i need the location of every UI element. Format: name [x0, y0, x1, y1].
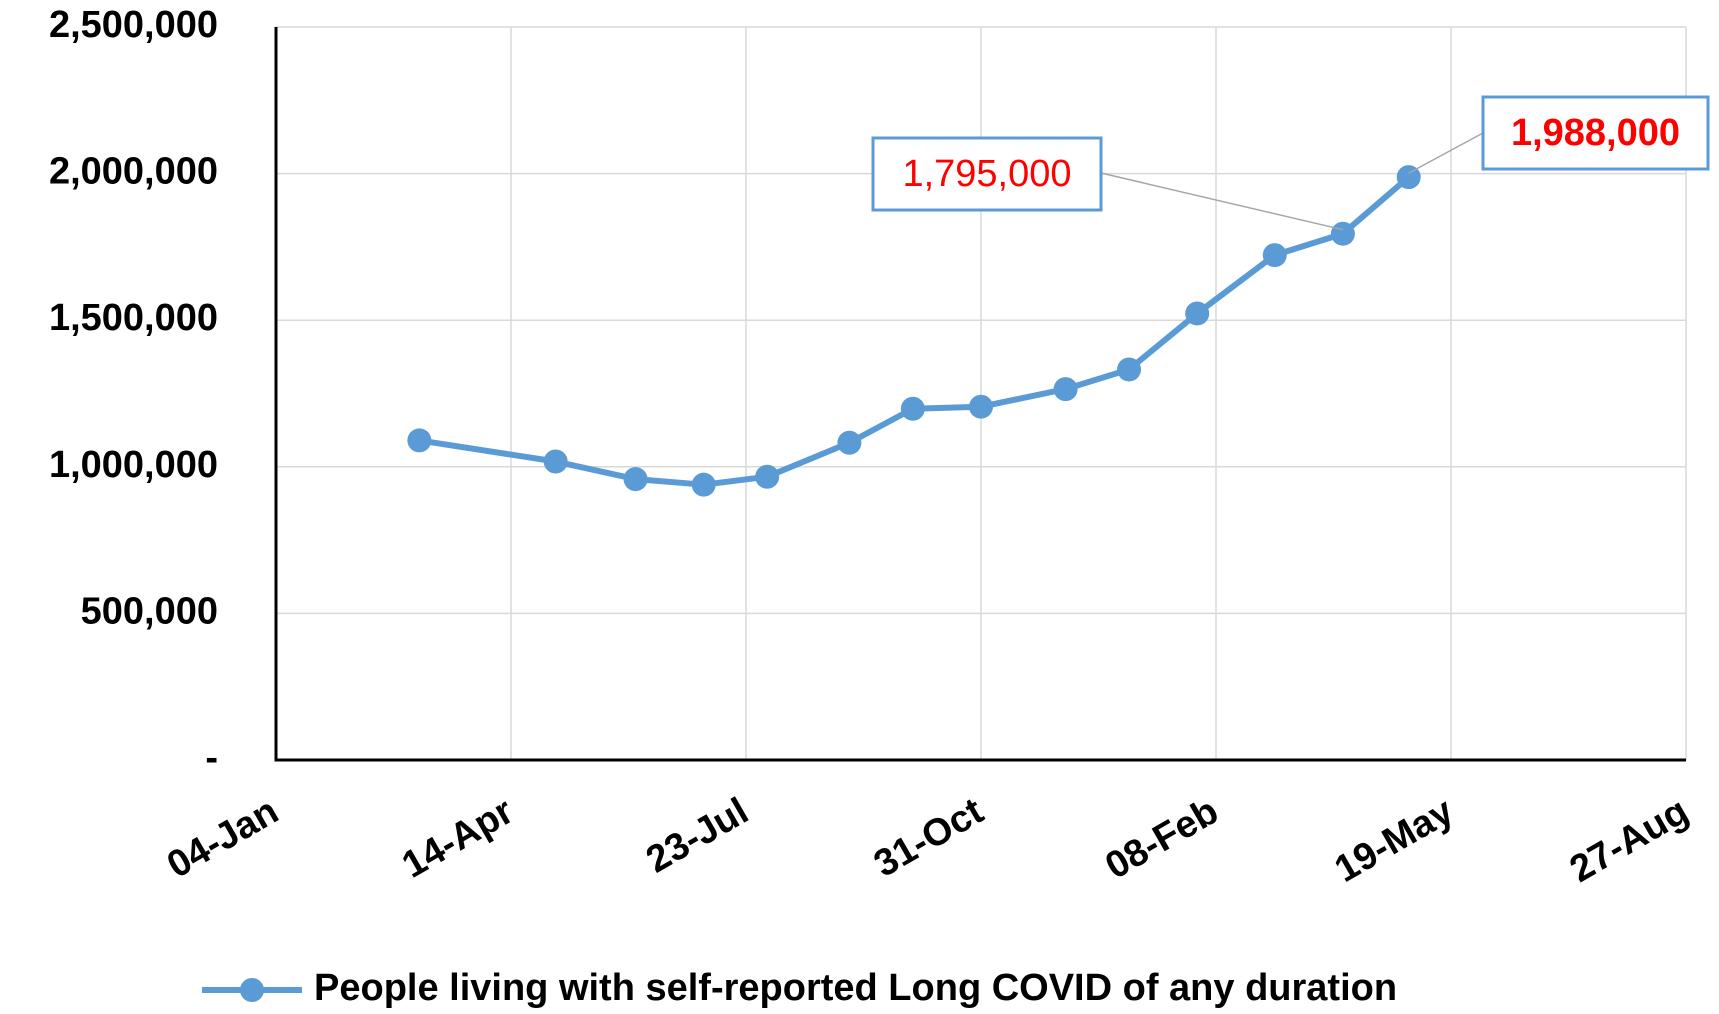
data-point: [1262, 243, 1287, 268]
data-point: [837, 430, 862, 455]
data-point: [1185, 301, 1210, 326]
data-point: [1053, 377, 1078, 402]
data-point: [900, 396, 925, 421]
y-tick-label: 2,000,000: [49, 151, 218, 193]
data-point: [1117, 357, 1142, 382]
label-box: [1481, 95, 1710, 171]
x-tick-label: 08-Feb: [1098, 790, 1225, 888]
x-tick-label: 27-Aug: [1563, 790, 1696, 891]
x-tick-label: 14-Apr: [395, 790, 520, 887]
data-label: 1,795,000: [902, 153, 1071, 195]
data-point: [623, 467, 648, 492]
data-point: [407, 428, 432, 453]
legend-marker: [240, 978, 264, 1002]
data-point: [1396, 165, 1421, 190]
data-point: [969, 394, 993, 419]
y-tick-label: -: [205, 737, 218, 779]
leader-line: [1408, 132, 1484, 174]
data-label: 1,988,000: [1511, 112, 1680, 154]
x-tick-label: 31-Oct: [867, 790, 991, 886]
legend-label: People living with self-reported Long CO…: [314, 967, 1397, 1009]
y-tick-label: 1,500,000: [49, 297, 218, 339]
data-point: [755, 464, 780, 489]
data-point: [1330, 221, 1355, 246]
leader-line: [1100, 172, 1344, 231]
x-tick-label: 23-Jul: [639, 790, 755, 881]
y-tick-label: 1,000,000: [49, 444, 218, 486]
y-tick-label: 2,500,000: [49, 4, 218, 46]
x-tick-label: 19-May: [1328, 790, 1461, 891]
data-point: [691, 472, 716, 497]
data-point: [543, 449, 568, 474]
label-box: [871, 136, 1103, 212]
y-tick-label: 500,000: [81, 590, 218, 632]
series-line: [418, 174, 1411, 488]
x-tick-label: 04-Jan: [160, 790, 285, 887]
